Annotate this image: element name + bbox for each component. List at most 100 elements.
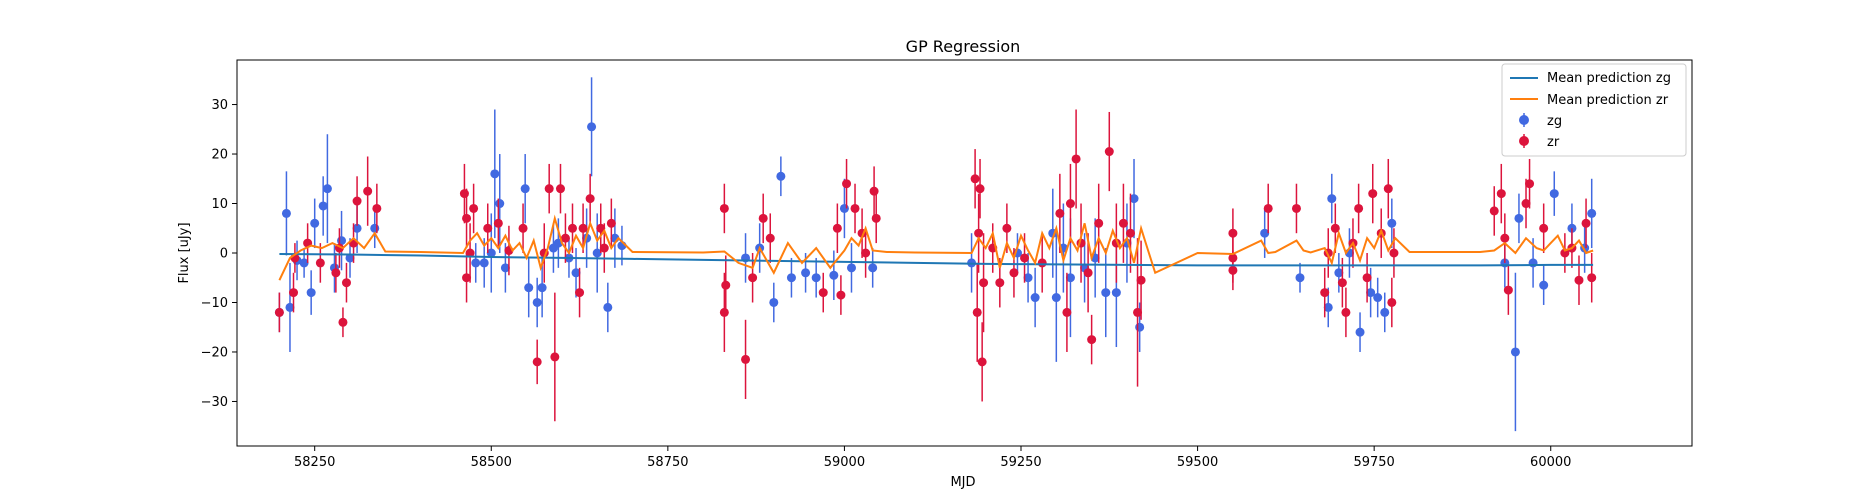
zr-marker	[979, 278, 989, 288]
zr-marker	[1574, 275, 1584, 285]
zg-point	[520, 154, 530, 224]
zr-marker	[544, 184, 554, 194]
zr-point	[1581, 198, 1591, 249]
zr-point	[1503, 265, 1513, 315]
x-axis: 58250 58500 58750 59000 59250 59500 59750 60000	[294, 446, 1571, 470]
zr-marker	[274, 307, 284, 317]
zr-marker	[1062, 307, 1072, 317]
zr-marker	[1539, 223, 1549, 233]
zg-marker	[603, 302, 613, 312]
zr-marker	[575, 288, 585, 298]
zr-point	[871, 193, 881, 244]
zr-marker	[1521, 199, 1531, 209]
zr-marker	[1320, 288, 1330, 298]
legend-label-zr: zr	[1547, 135, 1560, 150]
zg-point	[868, 248, 878, 288]
zr-point	[1087, 314, 1097, 365]
zr-point	[1587, 253, 1597, 303]
y-tick-label: 20	[211, 148, 228, 163]
zr-marker	[1362, 273, 1372, 283]
zr-point	[363, 156, 373, 226]
zr-marker	[1083, 268, 1093, 278]
zr-marker	[1065, 199, 1075, 209]
zg-marker	[1129, 194, 1139, 204]
zr-marker	[972, 307, 982, 317]
zg-point	[537, 257, 547, 318]
legend-swatch-zg-marker	[1519, 115, 1529, 125]
zr-point	[719, 183, 729, 234]
zr-marker	[550, 352, 560, 362]
zr-marker	[1094, 218, 1104, 228]
zr-marker	[372, 203, 382, 213]
zr-marker	[1020, 253, 1030, 263]
y-tick-label: 0	[220, 247, 228, 262]
y-tick-label: 10	[211, 197, 228, 212]
zr-point	[974, 193, 984, 273]
zg-marker	[479, 258, 489, 268]
zg-marker	[310, 218, 320, 228]
zg-marker	[486, 248, 496, 258]
zg-marker	[500, 263, 510, 273]
zr-marker	[721, 280, 731, 290]
zr-marker	[850, 203, 860, 213]
zg-marker	[370, 223, 380, 233]
zr-point	[1574, 255, 1584, 305]
zg-point	[1510, 272, 1520, 432]
zg-point	[490, 109, 500, 239]
zr-marker	[585, 194, 595, 204]
zr-marker	[462, 213, 472, 223]
zr-point	[1387, 277, 1397, 328]
zr-point	[555, 163, 565, 214]
zg-marker	[1380, 307, 1390, 317]
zg-point	[829, 250, 839, 301]
zg-point	[1023, 253, 1033, 303]
zr-point	[289, 272, 299, 313]
zr-marker	[748, 273, 758, 283]
x-tick-label: 58250	[294, 455, 335, 470]
zr-marker	[1037, 258, 1047, 268]
zr-point	[758, 193, 768, 244]
zr-point	[1389, 228, 1399, 278]
zg-point	[1030, 267, 1040, 328]
zg-marker	[318, 201, 328, 211]
legend: Mean prediction zg Mean prediction zr zg…	[1501, 63, 1687, 157]
zr-marker	[975, 184, 985, 194]
zr-marker	[741, 354, 751, 364]
zr-marker	[1263, 203, 1273, 213]
zr-marker	[462, 273, 472, 283]
zg-point	[1327, 173, 1337, 224]
zr-marker	[483, 223, 493, 233]
zg-point	[524, 257, 534, 318]
zr-point	[532, 339, 542, 385]
x-tick-label: 58500	[471, 455, 512, 470]
zr-point	[352, 176, 362, 226]
zg-marker	[811, 273, 821, 283]
zg-marker	[1373, 293, 1383, 303]
zg-marker	[1549, 189, 1559, 199]
x-tick-label: 58750	[647, 455, 688, 470]
zr-point	[1489, 186, 1499, 236]
zr-point	[1263, 183, 1273, 234]
zg-marker	[592, 248, 602, 258]
zg-point	[495, 154, 505, 253]
zg-marker	[1135, 322, 1145, 332]
zr-point	[493, 198, 503, 249]
zr-marker	[1136, 275, 1146, 285]
zr-point	[518, 203, 528, 253]
zg-marker	[1051, 293, 1061, 303]
x-tick-label: 59250	[1000, 455, 1041, 470]
zr-point	[1136, 240, 1146, 320]
zg-point	[1373, 277, 1383, 318]
zr-marker	[1489, 206, 1499, 216]
zg-point	[322, 134, 332, 244]
zr-point	[970, 149, 980, 209]
zr-point	[274, 292, 284, 333]
zg-point	[1380, 292, 1390, 333]
zg-point	[299, 248, 309, 278]
zg-point	[281, 171, 291, 256]
zr-point	[1062, 272, 1072, 352]
zr-point	[832, 203, 842, 253]
zr-marker	[331, 268, 341, 278]
zr-marker	[352, 196, 362, 206]
